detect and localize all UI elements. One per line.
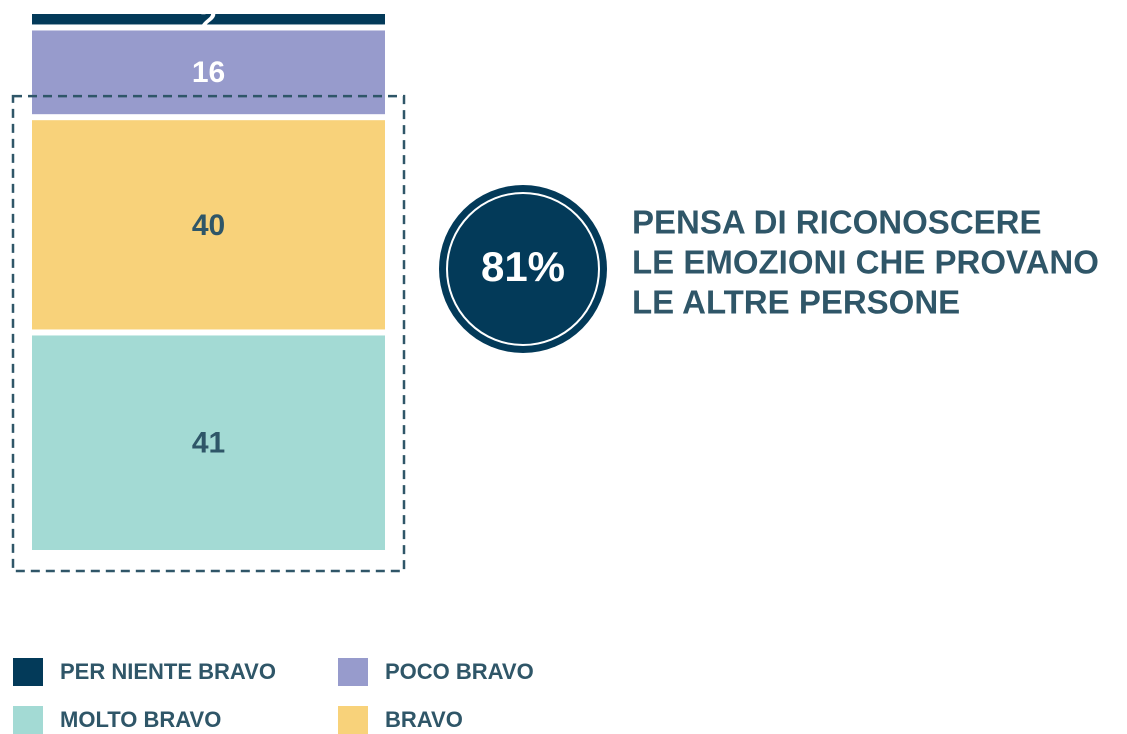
- highlight-label: 81%: [481, 243, 565, 290]
- highlight-ring: [446, 192, 600, 346]
- highlight-text: LE ALTRE PERSONE: [632, 284, 960, 321]
- highlight-text: PENSA DI RICONOSCERE: [632, 204, 1042, 241]
- data-label: 16: [192, 56, 225, 89]
- highlight-frame: [11, 94, 406, 573]
- data-label: 2: [200, 3, 217, 36]
- legend-label: POCO BRAVO: [385, 659, 534, 684]
- legend-swatch: [13, 706, 43, 734]
- highlight-circle: [439, 185, 607, 353]
- bar-segment: [32, 120, 385, 330]
- legend-swatch: [338, 658, 368, 686]
- legend-label: BRAVO: [385, 707, 463, 732]
- bar-segment: [32, 30, 385, 115]
- legend-label: PER NIENTE BRAVO: [60, 659, 276, 684]
- bar-segment: [32, 14, 385, 25]
- legend-label: MOLTO BRAVO: [60, 707, 221, 732]
- legend-swatch: [338, 706, 368, 734]
- data-label: 41: [192, 427, 225, 460]
- highlight-text: LE EMOZIONI CHE PROVANO: [632, 244, 1099, 281]
- data-label: 40: [192, 209, 225, 242]
- bar-segment: [32, 335, 385, 550]
- legend-swatch: [13, 658, 43, 686]
